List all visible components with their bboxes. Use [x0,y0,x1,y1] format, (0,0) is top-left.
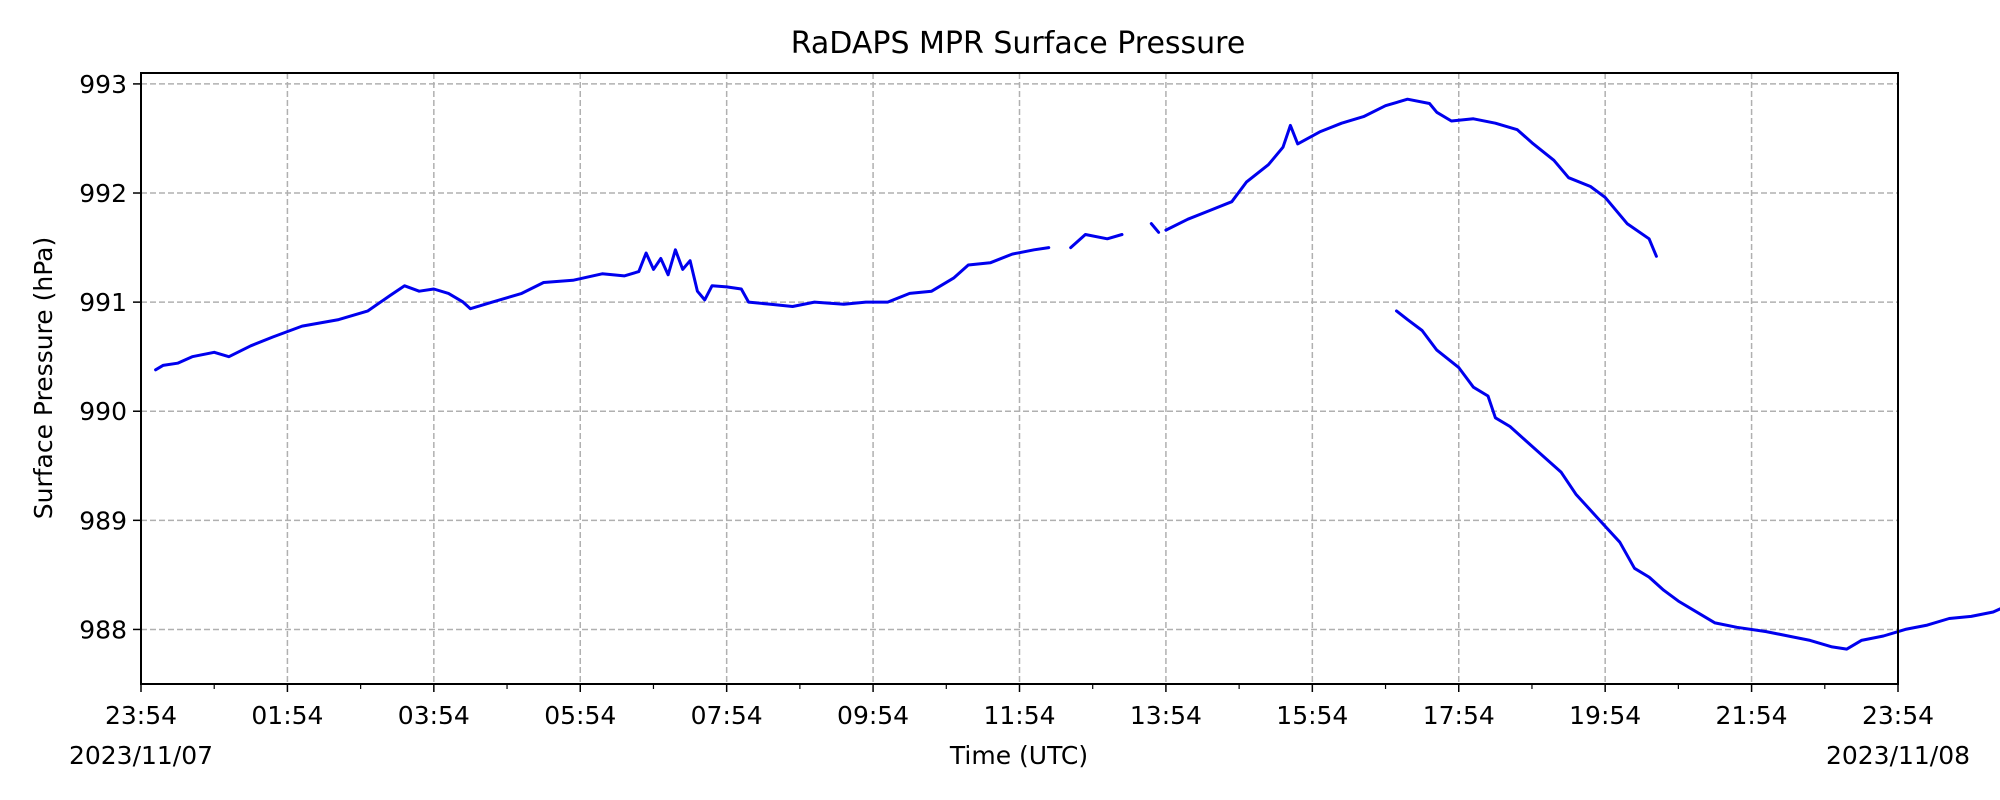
series-line-segment [1149,222,1161,234]
x-tick-label: 19:54 [1569,701,1641,730]
x-tick-label: 05:54 [544,701,616,730]
x-tick-label: 17:54 [1423,701,1495,730]
chart-title: RaDAPS MPR Surface Pressure [791,26,1246,61]
x-tick-label: 11:54 [983,701,1055,730]
series-line-segment [1164,97,1658,258]
y-tick-label: 990 [79,397,127,426]
x-tick-label: 21:54 [1716,701,1788,730]
y-tick-label: 989 [79,506,127,535]
x-tick-label: 01:54 [251,701,323,730]
x-end-date-label: 2023/11/08 [1826,741,1970,770]
x-tick-label: 15:54 [1276,701,1348,730]
x-tick-label: 07:54 [691,701,763,730]
y-tick-label: 988 [79,615,127,644]
y-axis-label: Surface Pressure (hPa) [29,237,58,520]
series-layer [154,97,2000,651]
x-tick-label: 13:54 [1130,701,1202,730]
x-axis: 23:54 01:54 03:54 05:54 07:54 09:54 11:54 13:54… [105,684,1934,730]
x-tick-label: 23:54 [1862,701,1934,730]
y-tick-label: 991 [79,288,127,317]
series-line-segment [1395,309,2000,651]
y-axis: 988 989 990 991 992 993 [79,70,141,644]
series-line-segment [1069,233,1124,250]
grid-lines [141,73,1898,684]
x-tick-label: 03:54 [398,701,470,730]
x-tick-label: 23:54 [105,701,177,730]
x-tick-label: 09:54 [837,701,909,730]
x-axis-label: Time (UTC) [949,741,1088,770]
y-tick-label: 992 [79,179,127,208]
y-tick-label: 993 [79,70,127,99]
x-start-date-label: 2023/11/07 [69,741,213,770]
series-line-segment [154,246,1051,372]
